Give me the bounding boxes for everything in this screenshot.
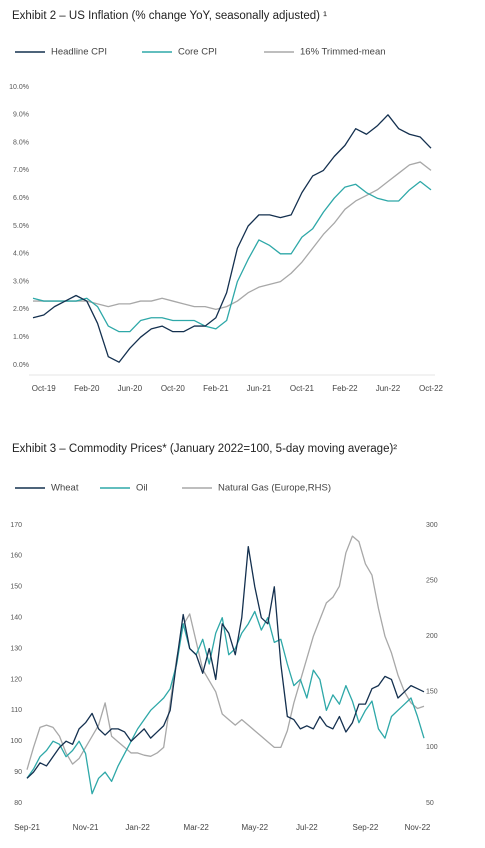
x-tick-label: Oct-20 (161, 384, 186, 393)
chart-title: Exhibit 3 – Commodity Prices* (January 2… (12, 443, 397, 455)
y-tick-label: 8.0% (13, 139, 29, 146)
y2-tick-label: 100 (426, 744, 438, 751)
chart-title: Exhibit 2 – US Inflation (% change YoY, … (12, 10, 327, 22)
x-tick-label: Jul-22 (296, 823, 318, 832)
series-line (32, 180, 432, 333)
x-tick-label: Nov-21 (73, 823, 99, 832)
x-tick-label: Oct-22 (419, 384, 444, 393)
y-tick-label: 80 (14, 800, 22, 807)
y-tick-label: 130 (10, 645, 22, 652)
y2-tick-label: 150 (426, 689, 438, 696)
y-tick-label: 140 (10, 615, 22, 622)
y-tick-label: 170 (10, 522, 22, 529)
y2-tick-label: 300 (426, 522, 438, 529)
y-tick-label: 0.0% (13, 362, 29, 369)
x-tick-label: Jun-20 (118, 384, 143, 393)
y2-tick-label: 50 (426, 800, 434, 807)
y-tick-label: 160 (10, 553, 22, 560)
x-tick-label: Sep-22 (353, 823, 379, 832)
legend-label: Core CPI (178, 47, 217, 58)
y-tick-label: 110 (11, 707, 22, 714)
x-tick-label: May-22 (241, 823, 268, 832)
y-tick-label: 1.0% (13, 334, 29, 341)
x-tick-label: Jan-22 (125, 823, 150, 832)
y-tick-label: 9.0% (13, 112, 29, 119)
legend-label: Oil (136, 483, 148, 494)
x-tick-label: Jun-22 (376, 384, 401, 393)
y-tick-label: 100 (10, 738, 22, 745)
x-tick-label: Sep-21 (14, 823, 40, 832)
x-tick-label: Feb-20 (74, 384, 100, 393)
y2-tick-label: 250 (426, 577, 438, 584)
x-tick-label: Oct-19 (32, 384, 57, 393)
legend-label: Wheat (51, 483, 79, 494)
x-tick-label: Nov-22 (405, 823, 431, 832)
y-tick-label: 90 (14, 769, 22, 776)
y2-tick-label: 200 (426, 633, 438, 640)
x-tick-label: Feb-22 (332, 384, 358, 393)
series-line (26, 535, 425, 770)
y-tick-label: 150 (10, 584, 22, 591)
series-line (26, 545, 425, 779)
series-line (26, 610, 425, 795)
x-tick-label: Oct-21 (290, 384, 315, 393)
y-tick-label: 120 (10, 676, 22, 683)
series-line (33, 161, 432, 311)
legend-label: Natural Gas (Europe,RHS) (218, 483, 331, 494)
y-tick-label: 4.0% (13, 251, 29, 258)
x-tick-label: Jun-21 (247, 384, 272, 393)
series-line (32, 114, 432, 363)
legend-label: 16% Trimmed-mean (300, 47, 386, 58)
y-tick-label: 3.0% (13, 278, 29, 285)
y-tick-label: 10.0% (9, 84, 29, 91)
legend-label: Headline CPI (51, 47, 107, 58)
y-tick-label: 7.0% (13, 167, 29, 174)
x-tick-label: Feb-21 (203, 384, 229, 393)
x-tick-label: Mar-22 (184, 823, 210, 832)
y-tick-label: 6.0% (13, 195, 29, 202)
y-tick-label: 2.0% (13, 306, 29, 313)
y-tick-label: 5.0% (13, 223, 29, 230)
